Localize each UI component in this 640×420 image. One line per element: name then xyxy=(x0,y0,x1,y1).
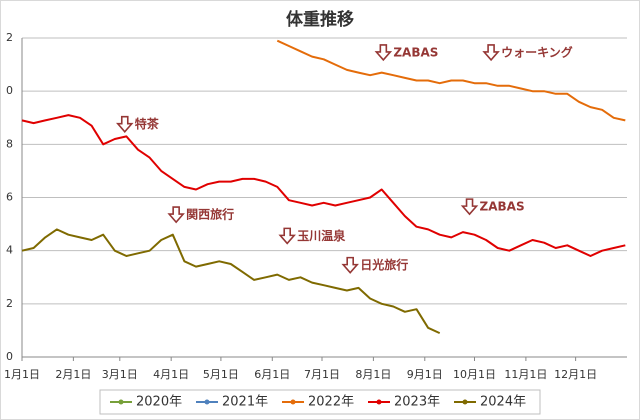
x-tick-label: 6月1日 xyxy=(254,368,290,381)
annotation: 特茶 xyxy=(135,116,160,131)
y-tick-label: 0 xyxy=(6,350,13,363)
legend-marker xyxy=(290,399,296,405)
annotation-arrow xyxy=(460,198,479,216)
y-tick-label: 4 xyxy=(6,244,13,257)
legend-marker xyxy=(118,399,124,405)
chart-title: 体重推移 xyxy=(286,9,354,30)
series-line xyxy=(21,228,441,335)
x-tick-label: 4月1日 xyxy=(153,368,189,381)
annotation-arrow xyxy=(341,256,359,274)
legend-marker xyxy=(376,399,382,405)
annotation: ZABAS xyxy=(393,45,438,59)
annotation-arrow xyxy=(278,227,296,245)
x-tick-label: 9月1日 xyxy=(407,368,443,381)
x-tick-label: 8月1日 xyxy=(355,368,391,381)
legend-label: 2021年 xyxy=(222,395,268,410)
annotation: ZABAS xyxy=(480,200,525,214)
legend-label: 2022年 xyxy=(308,395,354,410)
x-tick-label: 10月1日 xyxy=(453,368,496,381)
series-line xyxy=(276,39,626,122)
legend-marker xyxy=(462,399,468,405)
annotation-arrow xyxy=(482,44,500,62)
x-tick-label: 1月1日 xyxy=(4,368,40,381)
x-tick-label: 11月1日 xyxy=(504,368,547,381)
legend-label: 2023年 xyxy=(394,395,440,410)
x-tick-label: 5月1日 xyxy=(203,368,239,381)
annotation: 玉川温泉 xyxy=(297,228,346,243)
legend-label: 2020年 xyxy=(136,395,182,410)
annotation-arrow xyxy=(374,44,393,62)
x-tick-label: 7月1日 xyxy=(304,368,340,381)
legend-label: 2024年 xyxy=(480,395,526,410)
y-tick-label: 6 xyxy=(6,191,13,204)
annotation: 関西旅行 xyxy=(186,207,234,222)
x-tick-label: 12月1日 xyxy=(554,368,597,381)
series-line xyxy=(21,114,626,257)
y-tick-label: 8 xyxy=(6,137,13,150)
legend-marker xyxy=(204,399,210,405)
y-tick-label: 2 xyxy=(6,297,13,310)
annotation: 日光旅行 xyxy=(360,257,408,272)
annotation-arrow xyxy=(167,206,185,224)
annotation-arrow xyxy=(116,115,134,133)
y-tick-label: 0 xyxy=(6,84,13,97)
x-tick-label: 2月1日 xyxy=(55,368,91,381)
y-tick-label: 2 xyxy=(6,31,13,44)
x-tick-label: 3月1日 xyxy=(102,368,138,381)
annotation: ウォーキング xyxy=(501,44,573,59)
